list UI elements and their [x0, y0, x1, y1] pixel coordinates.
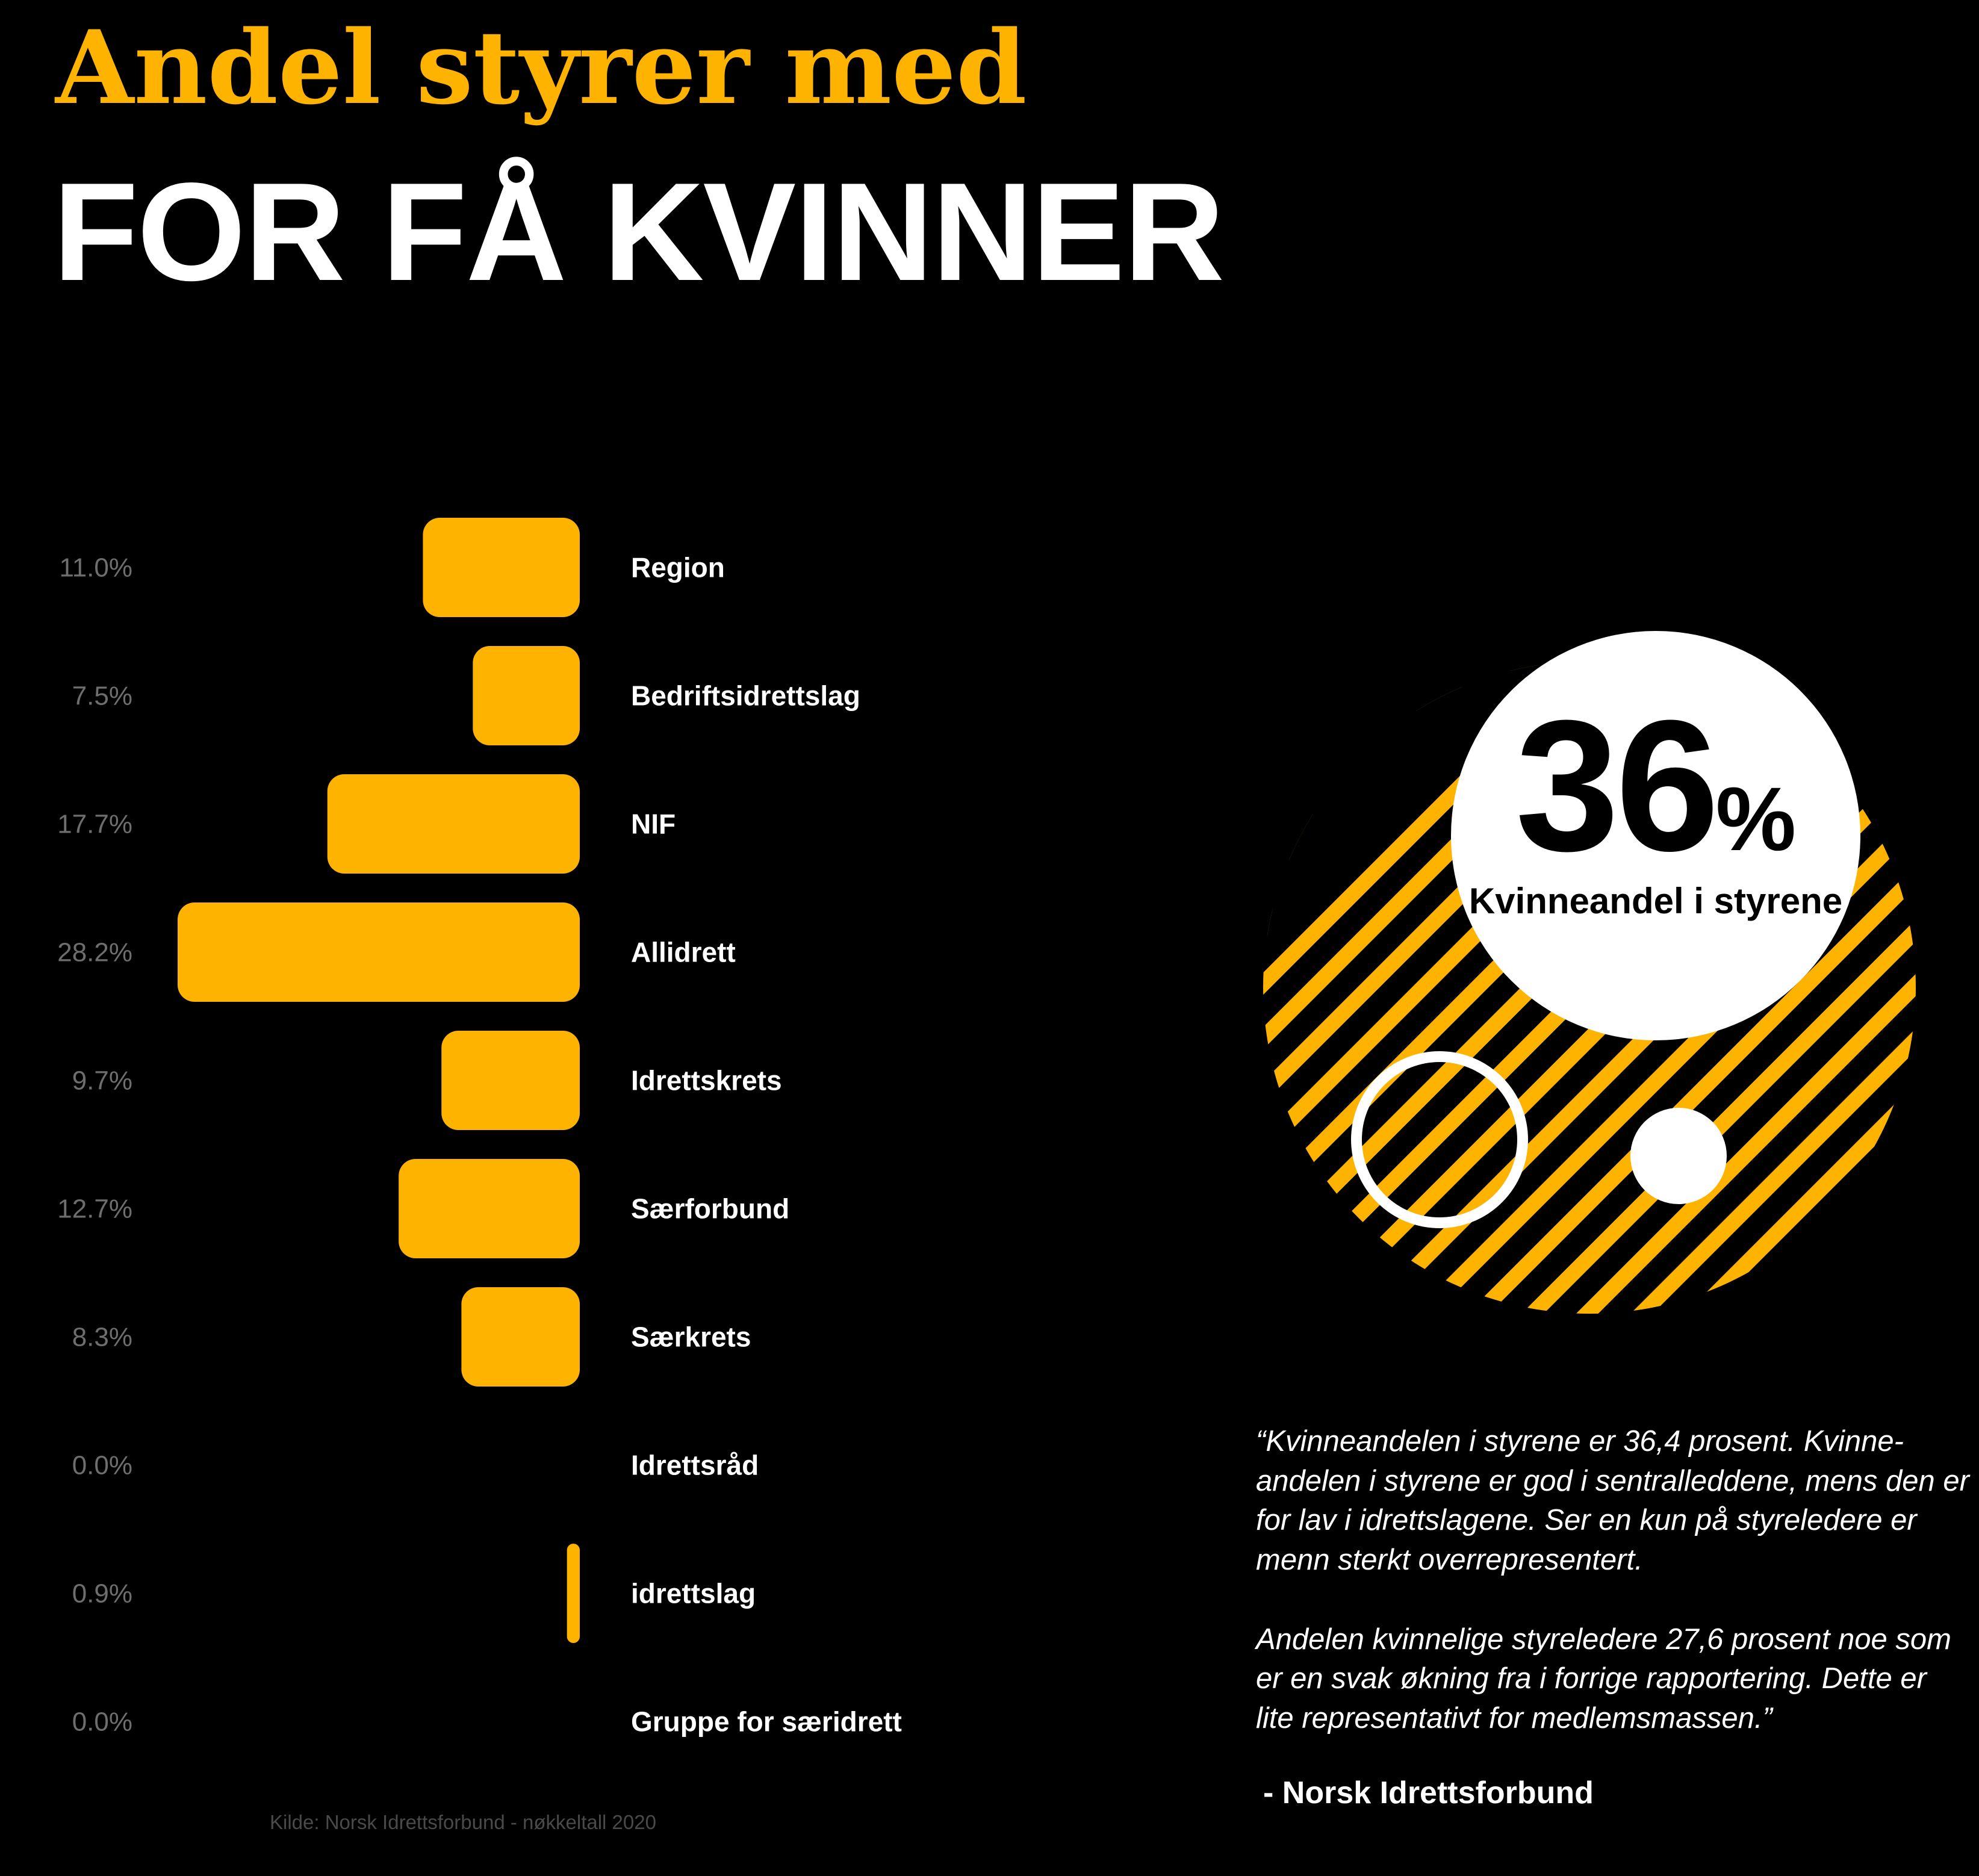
value-label-6: 8.3%	[72, 1323, 132, 1352]
category-label-8: idrettslag	[631, 1578, 756, 1609]
title-line2: FOR FÅ KVINNER	[53, 154, 1225, 310]
category-label-1: Bedriftsidrettslag	[631, 680, 860, 712]
value-label-8: 0.9%	[72, 1579, 132, 1609]
title-line1: Andel styrer med	[55, 8, 1027, 127]
value-label-1: 7.5%	[72, 682, 132, 711]
value-label-7: 0.0%	[72, 1451, 132, 1480]
bar-5	[399, 1159, 580, 1258]
small-white-dot	[1630, 1108, 1727, 1204]
category-label-9: Gruppe for særidrett	[631, 1706, 902, 1738]
bar-0	[423, 518, 580, 617]
highlight-number: 36	[1515, 681, 1720, 890]
value-label-3: 28.2%	[57, 938, 132, 968]
category-label-4: Idrettskrets	[631, 1065, 782, 1096]
quote-block: “Kvinneandelen i styrene er 36,4 prosent…	[1256, 1422, 1972, 1778]
category-label-3: Allidrett	[631, 937, 736, 968]
highlight-label: Kvinneandel i styrene	[1468, 881, 1843, 921]
category-label-2: NIF	[631, 809, 676, 840]
bar-4	[441, 1031, 580, 1130]
value-label-9: 0.0%	[72, 1707, 132, 1737]
bar-8	[567, 1544, 580, 1643]
value-label-4: 9.7%	[72, 1066, 132, 1096]
highlight-value: 36%	[1451, 692, 1860, 879]
value-label-5: 12.7%	[57, 1194, 132, 1224]
category-label-5: Særforbund	[631, 1193, 789, 1225]
category-label-7: Idrettsråd	[631, 1450, 759, 1481]
striped-circle-graphic	[1263, 631, 1916, 1314]
source-note: Kilde: Norsk Idrettsforbund - nøkkeltall…	[270, 1811, 656, 1833]
value-label-2: 17.7%	[57, 810, 132, 839]
bar-chart: 11.0% Region 7.5% Bedriftsidrettslag 17.7% NI…	[57, 518, 902, 1738]
category-label-0: Region	[631, 552, 725, 583]
quote-attribution: - Norsk Idrettsforbund	[1263, 1775, 1594, 1810]
bar-1	[473, 646, 580, 745]
category-label-6: Særkrets	[631, 1322, 751, 1353]
bar-2	[327, 774, 580, 874]
bar-6	[461, 1287, 580, 1387]
outline-ring	[1351, 1051, 1528, 1228]
bar-3	[178, 902, 580, 1002]
value-label-0: 11.0%	[60, 553, 133, 583]
quote-paragraph-2: Andelen kvinnelige styreledere 27,6 pros…	[1256, 1623, 1951, 1735]
highlight-unit: %	[1715, 768, 1797, 869]
quote-paragraph-1: “Kvinneandelen i styrene er 36,4 prosent…	[1256, 1425, 1969, 1576]
white-disc	[1451, 631, 1860, 1040]
